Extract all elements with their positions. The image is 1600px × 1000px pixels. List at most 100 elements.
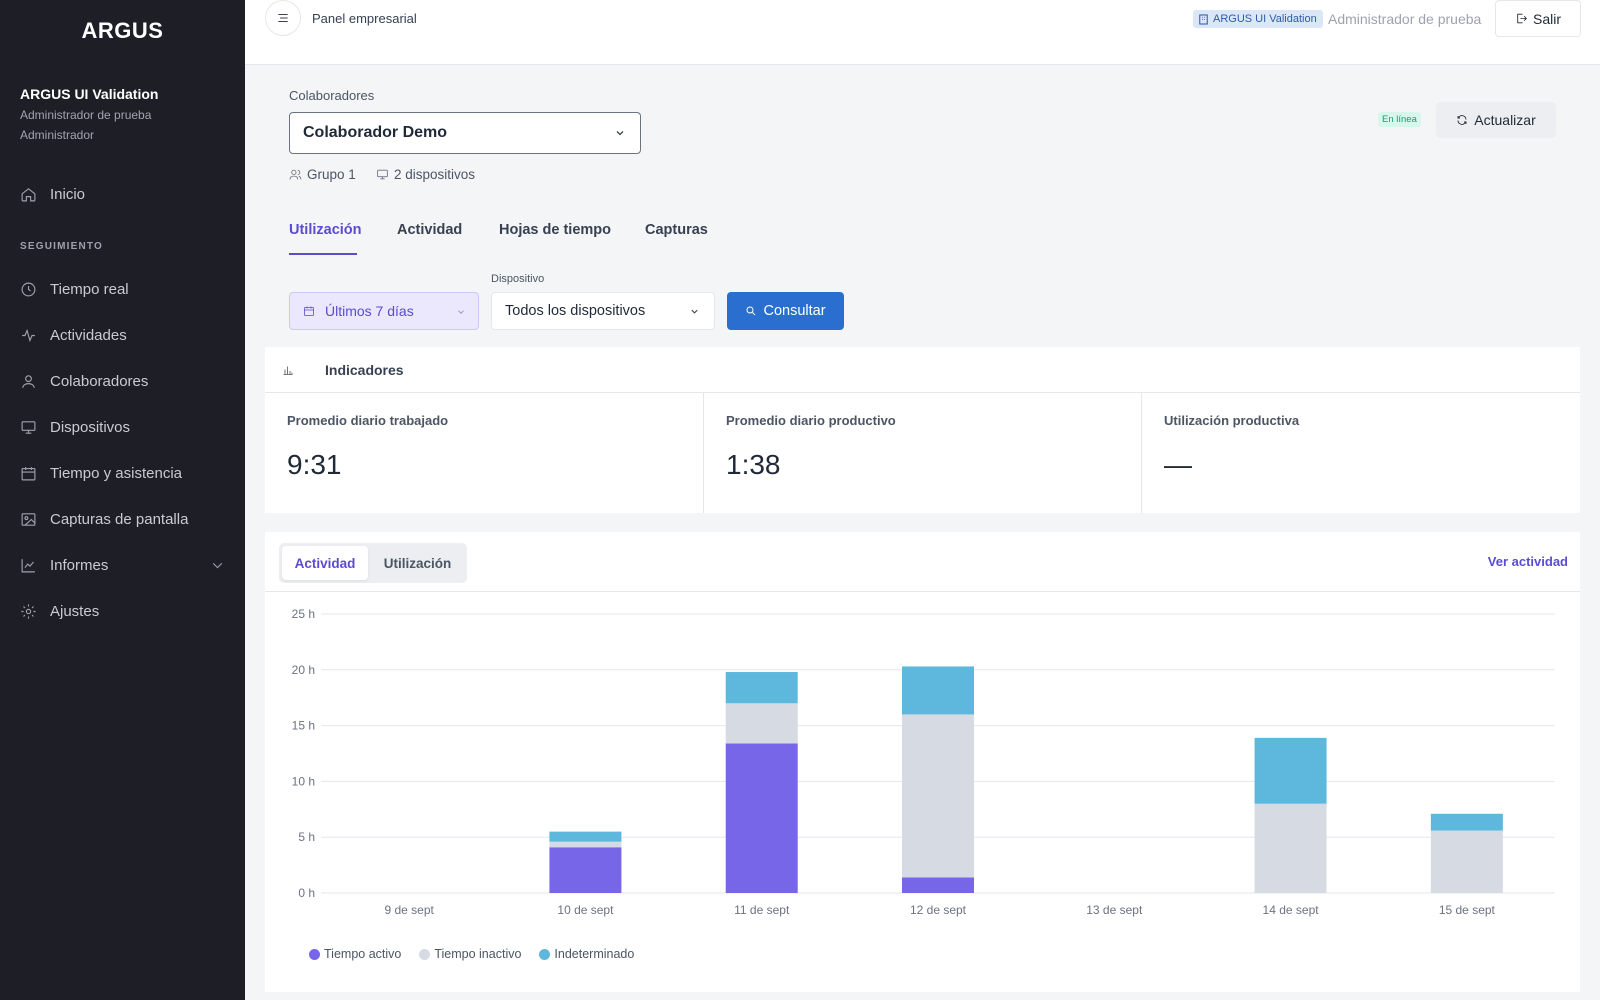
indicators-header: Indicadores <box>265 347 1580 393</box>
logout-label: Salir <box>1532 10 1561 27</box>
sidebar-item-tiempo-real[interactable]: Tiempo real <box>20 274 230 304</box>
chevron-down-icon <box>458 310 464 314</box>
bar-segment <box>1254 737 1327 804</box>
sidebar-item-label: Tiempo y asistencia <box>50 464 182 482</box>
bar-segment <box>549 841 622 848</box>
sidebar-item-tiempo-asistencia[interactable]: Tiempo y asistencia <box>20 458 230 488</box>
gear-icon <box>21 603 36 619</box>
toggle-utilizacion[interactable]: Utilización <box>383 555 452 571</box>
group-label: Grupo 1 <box>307 167 356 182</box>
legend-label: Tiempo activo <box>324 947 402 961</box>
sidebar-item-capturas[interactable]: Capturas de pantalla <box>20 504 230 534</box>
legend-label: Tiempo inactivo <box>434 947 522 961</box>
sidebar-item-dispositivos[interactable]: Dispositivos <box>20 412 230 442</box>
bar-segment <box>1254 803 1327 893</box>
tab-hojas-de-tiempo[interactable]: Hojas de tiempo <box>499 222 611 238</box>
bar-segment <box>549 831 622 842</box>
group-info: Grupo 1 <box>289 167 356 182</box>
chart-line-icon <box>21 558 35 572</box>
bar-chart-icon <box>283 366 293 375</box>
chevron-down-icon <box>691 309 698 314</box>
users-icon <box>289 169 302 180</box>
refresh-button[interactable]: Actualizar <box>1436 102 1556 138</box>
kpi-daily-productive: Promedio diario productivo 1:38 <box>703 393 1141 513</box>
sidebar-item-colaboradores[interactable]: Colaboradores <box>20 366 230 396</box>
chart-legend: Tiempo activo Tiempo inactivo Indetermin… <box>309 947 652 961</box>
devices-info: 2 dispositivos <box>376 167 475 182</box>
hamburger-icon <box>278 13 288 23</box>
kpi-value: 9:31 <box>287 449 342 480</box>
bar-segment <box>1430 830 1503 893</box>
indicators-card: Indicadores Promedio diario trabajado 9:… <box>265 347 1580 513</box>
bar-segment <box>725 703 798 744</box>
building-icon <box>1199 13 1208 25</box>
sidebar-item-label: Capturas de pantalla <box>50 510 189 528</box>
legend-swatch <box>539 948 551 960</box>
toggle-actividad[interactable]: Actividad <box>282 546 368 580</box>
tab-capturas[interactable]: Capturas <box>645 222 708 238</box>
chart-card: Actividad Utilización Ver actividad 0 h 5… <box>265 532 1580 992</box>
y-tick-label: 25 h <box>292 607 315 621</box>
org-name: ARGUS UI Validation <box>20 86 159 102</box>
org-badge: ARGUS UI Validation <box>1193 10 1323 28</box>
legend-item[interactable]: Tiempo activo <box>309 947 401 961</box>
monitor-icon <box>377 169 388 180</box>
sidebar-item-actividades[interactable]: Actividades <box>20 320 230 350</box>
org-badge-label: ARGUS UI Validation <box>1213 13 1317 25</box>
active-tab-indicator <box>289 253 357 255</box>
page-title: Panel empresarial <box>312 11 417 26</box>
calendar-icon <box>21 466 36 480</box>
tab-actividad[interactable]: Actividad <box>397 222 463 238</box>
kpi-value: 1:38 <box>726 449 781 480</box>
legend-swatch <box>419 948 431 960</box>
chevron-down-icon <box>212 562 223 568</box>
collaborator-select[interactable]: Colaborador Demo <box>289 112 641 154</box>
stacked-bar-chart: 0 h 5 h 10 h 15 h 20 h 25 h 9 de sept 10 de sep… <box>292 607 1555 917</box>
query-button[interactable]: Consultar <box>727 292 844 330</box>
device-selected: Todos los dispositivos <box>505 303 646 319</box>
y-tick-label: 10 h <box>292 774 315 788</box>
sidebar-item-label: Tiempo real <box>50 280 129 298</box>
sidebar-item-label: Dispositivos <box>50 418 131 436</box>
bar-segment <box>725 672 798 704</box>
legend-item[interactable]: Tiempo inactivo <box>419 947 521 961</box>
view-activity-link[interactable]: Ver actividad <box>1487 554 1568 569</box>
x-tick-label: 10 de sept <box>557 903 614 917</box>
brand-logo[interactable]: ARGUS <box>81 18 164 43</box>
status-badge: En línea <box>1378 112 1421 127</box>
kpi-value: — <box>1164 449 1192 480</box>
user-icon <box>22 374 35 388</box>
sidebar-item-informes[interactable]: Informes <box>20 550 230 580</box>
x-tick-label: 13 de sept <box>1086 903 1143 917</box>
image-icon <box>21 512 36 526</box>
current-user: Administrador de prueba <box>1328 11 1482 27</box>
bar-segment <box>902 666 974 715</box>
bar-segment <box>1430 813 1503 831</box>
legend-label: Indeterminado <box>554 947 635 961</box>
kpi-label: Utilización productiva <box>1164 413 1300 428</box>
tab-utilizacion[interactable]: Utilización <box>289 222 362 238</box>
top-bar: Panel empresarial ARGUS UI Validation Ad… <box>245 0 1600 65</box>
date-range-picker[interactable]: Últimos 7 días <box>289 292 479 330</box>
x-tick-label: 15 de sept <box>1439 903 1496 917</box>
sidebar-item-ajustes[interactable]: Ajustes <box>20 596 230 626</box>
device-label: Dispositivo <box>491 273 545 285</box>
nav-section-label: SEGUIMIENTO <box>20 241 104 252</box>
sidebar: ARGUS ARGUS UI Validation Administrador … <box>0 0 245 1000</box>
sidebar-user-name: Administrador de prueba <box>20 108 152 122</box>
sidebar-item-label: Inicio <box>50 185 86 203</box>
sidebar-item-label: Ajustes <box>50 602 100 620</box>
sidebar-item-inicio[interactable]: Inicio <box>20 179 230 209</box>
refresh-icon <box>1457 115 1467 125</box>
device-select[interactable]: Todos los dispositivos <box>491 292 715 330</box>
legend-item[interactable]: Indeterminado <box>539 947 634 961</box>
monitor-icon <box>21 420 36 434</box>
y-tick-label: 15 h <box>292 719 315 733</box>
legend-swatch <box>309 948 320 960</box>
bar-segment <box>549 847 622 893</box>
y-tick-label: 0 h <box>298 886 315 900</box>
logout-button[interactable]: Salir <box>1495 0 1581 37</box>
menu-toggle-button[interactable] <box>265 0 301 36</box>
chart-view-toggle: Actividad Utilización <box>279 543 467 583</box>
x-tick-label: 9 de sept <box>384 903 434 917</box>
